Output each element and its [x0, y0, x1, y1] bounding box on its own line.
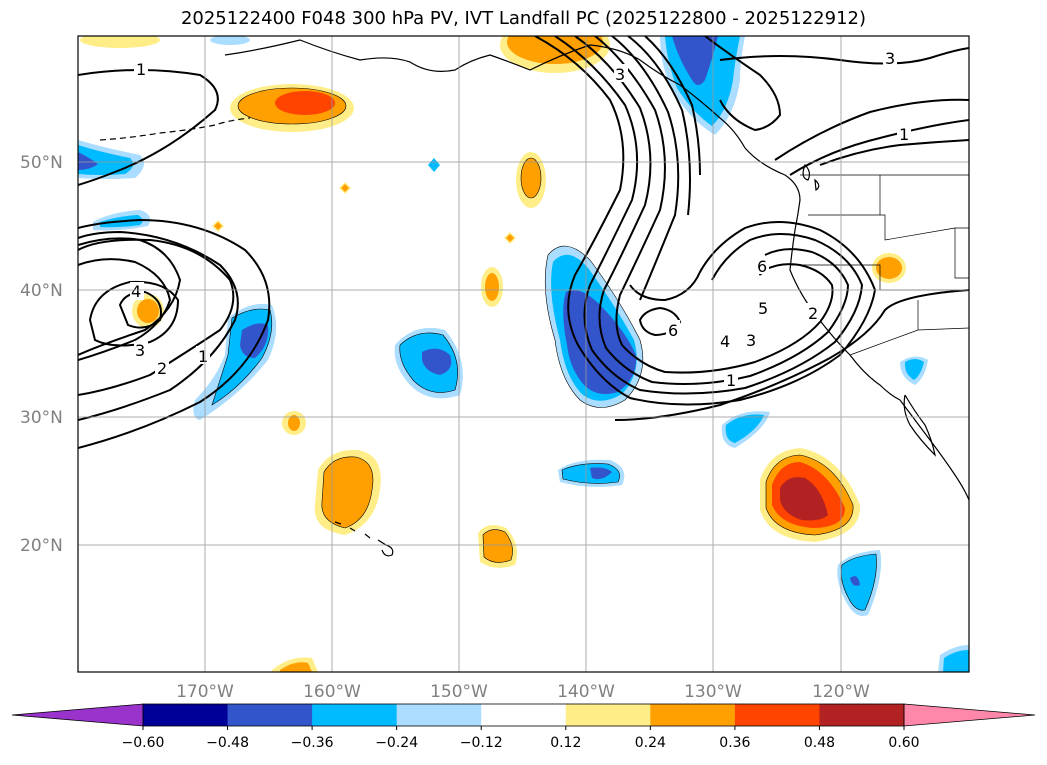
- contour-label: 1: [136, 60, 146, 79]
- west-coast-north-america: [744, 147, 901, 401]
- contour-3-north: [719, 47, 969, 65]
- contour-1-north-east: [789, 119, 969, 176]
- lon-label-150w: 150°W: [430, 682, 488, 702]
- contour-label: 3: [885, 49, 895, 68]
- pv-anomaly-california-core: [876, 257, 902, 279]
- pv-anomaly-mexico-peak: [780, 477, 828, 521]
- contour-label: 1: [726, 371, 736, 390]
- pv-anomaly-small-2-core: [288, 415, 300, 431]
- contour-labels: 1 3 1 4 3 2 1 3 1 6 6 5 4 3: [130, 48, 911, 390]
- coastlines: [99, 39, 969, 557]
- contour-trough-9: [644, 36, 701, 176]
- contour-1-east: [614, 289, 969, 421]
- colorbar-segment: [227, 704, 313, 726]
- lat-label-40n: 40°N: [20, 281, 63, 301]
- pv-anomaly-ne-pacific-core: [521, 158, 541, 198]
- colorbar-segment: [143, 704, 229, 726]
- alaska-coast: [224, 39, 746, 149]
- latitude-labels: 50°N 40°N 30°N 20°N: [20, 153, 63, 556]
- contour-label: 3: [135, 341, 145, 360]
- colorbar-tick-label: −0.24: [375, 735, 418, 751]
- vancouver-island: [802, 163, 820, 192]
- contour-trough-8: [627, 36, 691, 216]
- colorbar-segment: [734, 704, 820, 726]
- colorbar-extend-high: [903, 703, 1036, 727]
- lat-label-20n: 20°N: [20, 536, 63, 556]
- lon-label-120w: 120°W: [812, 682, 870, 702]
- contour-label: 4: [720, 332, 730, 351]
- lon-label-170w: 170°W: [176, 682, 234, 702]
- pv-anomaly-north-sliver: [210, 36, 250, 45]
- contour-label: 5: [758, 299, 768, 318]
- colorbar-tick-label: 0.24: [635, 735, 666, 751]
- colorbar-segment: [312, 704, 398, 726]
- contour-label: 1: [899, 125, 909, 144]
- colorbar: −0.60 −0.48 −0.36 −0.24 −0.12 0.12 0.24 0.36 0.4…: [11, 703, 1036, 751]
- contour-bc-closed: [704, 36, 782, 132]
- contour-low-cutoff-a: [78, 237, 182, 356]
- contour-label: 6: [757, 257, 767, 276]
- colorbar-segment: [396, 704, 482, 726]
- figure-title: 2025122400 F048 300 hPa PV, IVT Landfall…: [180, 8, 867, 29]
- lon-label-130w: 130°W: [684, 682, 742, 702]
- pv-anomaly-nw-edge: [80, 36, 160, 48]
- graticule: [78, 36, 969, 672]
- contour-low-cutoff-b: [78, 258, 172, 361]
- pv-positive-anomalies: [80, 36, 906, 672]
- colorbar-tick-label: 0.36: [719, 735, 750, 751]
- contour-1-west: [78, 230, 239, 421]
- colorbar-extend-low: [11, 703, 144, 727]
- colorbar-segment: [481, 704, 567, 726]
- colorbar-segment: [650, 704, 736, 726]
- contour-2-north-east: [774, 98, 969, 161]
- contour-cutoff-closed-3: [88, 280, 180, 347]
- pv-anomaly-south-edge-core: [280, 662, 312, 672]
- lat-label-50n: 50°N: [20, 153, 63, 173]
- pv-shading-outlines: [211, 87, 877, 611]
- hawaiian-islands: [334, 521, 394, 557]
- contour-label: 6: [668, 321, 678, 340]
- colorbar-frame: [142, 703, 905, 727]
- lon-label-160w: 160°W: [303, 682, 361, 702]
- map-panel: 1 3 1 4 3 2 1 3 1 6 6 5 4 3: [78, 36, 969, 672]
- colorbar-segment: [819, 704, 905, 726]
- contour-trough-6: [594, 36, 834, 374]
- pv-anomaly-cutoff-core: [137, 299, 159, 323]
- pv-anomaly-small-1-core: [485, 273, 499, 301]
- pv-anomaly-hawaii-north-core: [321, 456, 373, 528]
- pv-trough-core: [563, 290, 637, 394]
- lon-label-140w: 140°W: [557, 682, 615, 702]
- pv-anomaly-hawaii-east-core: [483, 529, 513, 563]
- contour-trough-4: [554, 36, 864, 395]
- contour-cutoff-closed-4: [118, 290, 162, 329]
- mexico-coast: [899, 399, 969, 501]
- pv-anomaly-gulf-alaska-peak: [275, 91, 335, 115]
- colorbar-tick-label: −0.48: [206, 735, 249, 751]
- contour-1-ne-inner: [819, 139, 969, 166]
- contour-label: 2: [808, 304, 818, 323]
- contour-label: 2: [157, 359, 167, 378]
- pv-anomaly-north-ridge-core: [507, 36, 603, 64]
- colorbar-tick-label: −0.60: [122, 735, 165, 751]
- contour-1-west-outer: [78, 218, 271, 449]
- colorbar-tick-label: 0.60: [888, 735, 919, 751]
- colorbar-tick-label: 0.12: [550, 735, 581, 751]
- contour-label: 3: [615, 65, 625, 84]
- colorbar-segment: [565, 704, 651, 726]
- contour-label: 3: [746, 331, 756, 350]
- contour-trough-5: [574, 36, 850, 385]
- longitude-labels: 170°W 160°W 150°W 140°W 130°W 120°W: [176, 682, 870, 702]
- contour-2-west: [78, 238, 235, 396]
- aleutian-islands: [99, 117, 251, 141]
- map-frame: [77, 35, 970, 673]
- colorbar-tick-label: −0.12: [460, 735, 503, 751]
- contour-label: 1: [198, 347, 208, 366]
- colorbar-tick-label: −0.36: [291, 735, 334, 751]
- lat-label-30n: 30°N: [20, 408, 63, 428]
- colorbar-tick-label: 0.48: [804, 735, 835, 751]
- contour-trough-3: [534, 36, 877, 406]
- contour-label: 4: [131, 282, 141, 301]
